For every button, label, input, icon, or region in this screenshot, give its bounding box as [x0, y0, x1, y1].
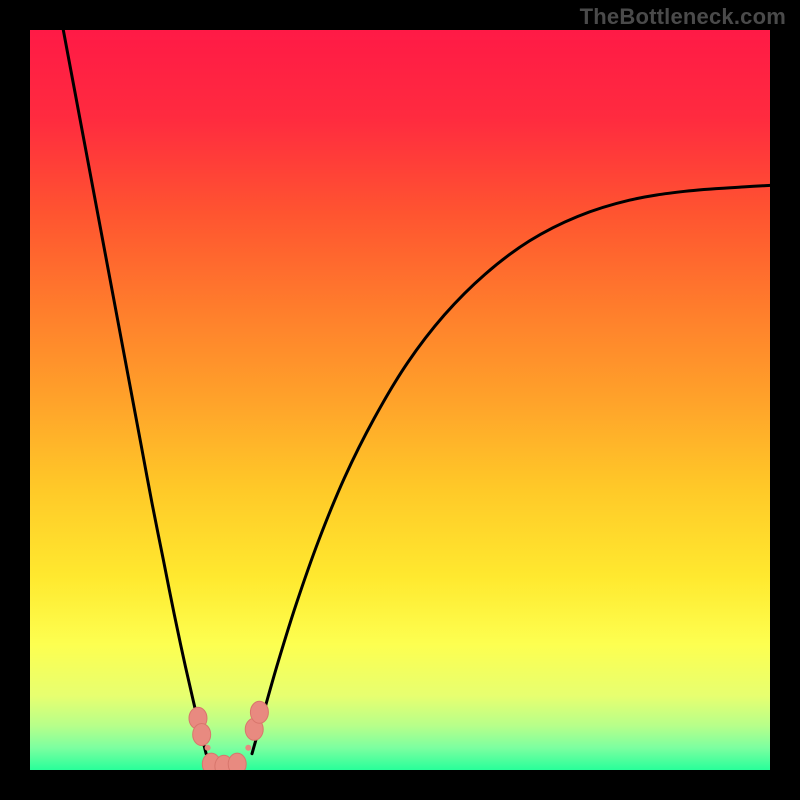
marker-blob [250, 701, 268, 723]
gradient-background [30, 30, 770, 770]
chart-container: TheBottleneck.com [0, 0, 800, 800]
plot-svg [30, 30, 770, 770]
attribution-label: TheBottleneck.com [580, 4, 786, 30]
marker-blob [193, 723, 211, 745]
marker-dot [245, 745, 251, 751]
marker-blob [228, 753, 246, 770]
marker-dot [205, 745, 211, 751]
